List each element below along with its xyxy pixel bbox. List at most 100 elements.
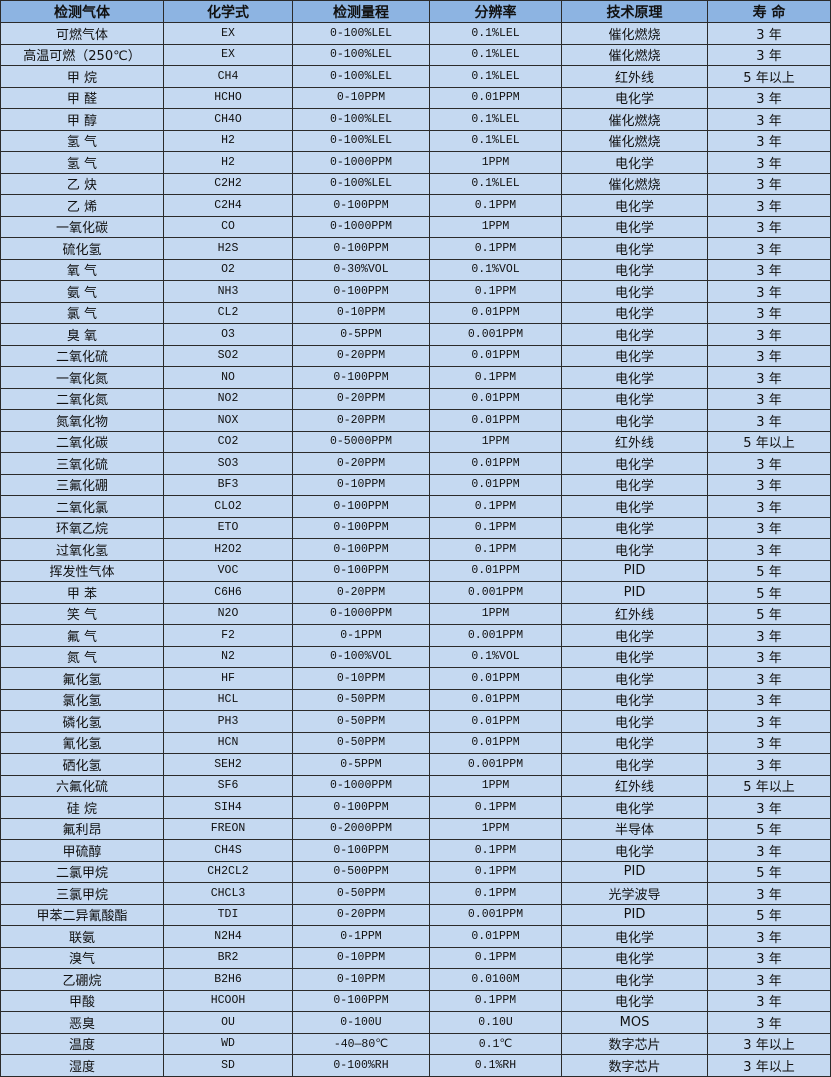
cell-formula: SIH4 [163,796,293,819]
cell-range: 0-100PPM [292,559,430,582]
table-row: 一氧化碳 CO 0-1000PPM 1PPM 电化学 3 年 [0,215,831,238]
cell-principle: 电化学 [561,989,708,1012]
cell-resolution: 0.1PPM [429,280,562,303]
cell-principle: 电化学 [561,925,708,948]
table-row: 过氧化氢 H2O2 0-100PPM 0.1PPM 电化学 3 年 [0,538,831,561]
cell-resolution: 0.1PPM [429,237,562,260]
cell-formula: H2 [163,151,293,174]
cell-formula: HCN [163,731,293,754]
table-row: 氨 气 NH3 0-100PPM 0.1PPM 电化学 3 年 [0,280,831,303]
cell-lifetime: 3 年 [707,344,831,367]
cell-range: 0-100PPM [292,366,430,389]
cell-gas: 恶臭 [0,1011,164,1034]
cell-gas: 联氨 [0,925,164,948]
cell-resolution: 0.1%RH [429,1054,562,1077]
cell-range: 0-10PPM [292,946,430,969]
cell-lifetime: 5 年 [707,602,831,625]
cell-range: 0-100PPM [292,194,430,217]
header-lifetime: 寿 命 [707,0,831,23]
cell-principle: PID [561,860,708,883]
cell-principle: 电化学 [561,516,708,539]
cell-gas: 乙 烯 [0,194,164,217]
cell-formula: PH3 [163,710,293,733]
cell-resolution: 0.01PPM [429,925,562,948]
cell-formula: SD [163,1054,293,1077]
cell-lifetime: 3 年 [707,86,831,109]
cell-range: 0-100PPM [292,237,430,260]
cell-lifetime: 3 年 [707,925,831,948]
table-row: 温度 WD -40—80℃ 0.1℃ 数字芯片 3 年以上 [0,1032,831,1055]
cell-principle: 电化学 [561,215,708,238]
cell-gas: 三氟化硼 [0,473,164,496]
cell-resolution: 0.1%LEL [429,65,562,88]
cell-gas: 三氯甲烷 [0,882,164,905]
cell-range: 0-10PPM [292,968,430,991]
cell-range: 0-50PPM [292,731,430,754]
cell-resolution: 1PPM [429,151,562,174]
cell-principle: 电化学 [561,731,708,754]
cell-gas: 磷化氢 [0,710,164,733]
cell-gas: 三氧化硫 [0,452,164,475]
cell-range: 0-20PPM [292,409,430,432]
cell-lifetime: 3 年 [707,968,831,991]
cell-principle: 电化学 [561,194,708,217]
cell-formula: N2O [163,602,293,625]
cell-resolution: 0.10U [429,1011,562,1034]
table-row: 氰化氢 HCN 0-50PPM 0.01PPM 电化学 3 年 [0,731,831,754]
header-gas: 检测气体 [0,0,164,23]
cell-lifetime: 3 年 [707,645,831,668]
cell-range: 0-50PPM [292,882,430,905]
cell-lifetime: 3 年 [707,624,831,647]
cell-principle: 电化学 [561,667,708,690]
cell-resolution: 0.1PPM [429,194,562,217]
table-row: 磷化氢 PH3 0-50PPM 0.01PPM 电化学 3 年 [0,710,831,733]
cell-formula: N2 [163,645,293,668]
cell-range: 0-100%VOL [292,645,430,668]
cell-lifetime: 5 年 [707,860,831,883]
cell-gas: 甲硫醇 [0,839,164,862]
cell-range: 0-100PPM [292,989,430,1012]
cell-resolution: 0.1%LEL [429,129,562,152]
table-row: 可燃气体 EX 0-100%LEL 0.1%LEL 催化燃烧 3 年 [0,22,831,45]
cell-principle: 电化学 [561,258,708,281]
cell-lifetime: 3 年以上 [707,1054,831,1077]
table-row: 氯 气 CL2 0-10PPM 0.01PPM 电化学 3 年 [0,301,831,324]
cell-formula: ETO [163,516,293,539]
cell-lifetime: 3 年 [707,258,831,281]
header-principle: 技术原理 [561,0,708,23]
cell-lifetime: 5 年 [707,559,831,582]
cell-principle: 电化学 [561,151,708,174]
table-row: 乙硼烷 B2H6 0-10PPM 0.0100M 电化学 3 年 [0,968,831,991]
cell-resolution: 0.01PPM [429,409,562,432]
cell-resolution: 0.01PPM [429,387,562,410]
cell-principle: 数字芯片 [561,1032,708,1055]
cell-gas: 氮氧化物 [0,409,164,432]
cell-lifetime: 3 年 [707,237,831,260]
cell-gas: 氨 气 [0,280,164,303]
cell-resolution: 0.0100M [429,968,562,991]
cell-formula: H2O2 [163,538,293,561]
cell-gas: 氢 气 [0,129,164,152]
cell-resolution: 0.1PPM [429,882,562,905]
cell-gas: 一氧化氮 [0,366,164,389]
table-row: 硫化氢 H2S 0-100PPM 0.1PPM 电化学 3 年 [0,237,831,260]
cell-gas: 甲苯二异氰酸酯 [0,903,164,926]
cell-gas: 二氧化硫 [0,344,164,367]
cell-principle: 电化学 [561,968,708,991]
cell-gas: 高温可燃（250℃） [0,43,164,66]
table-row: 硅 烷 SIH4 0-100PPM 0.1PPM 电化学 3 年 [0,796,831,819]
cell-formula: NO2 [163,387,293,410]
cell-gas: 氟 气 [0,624,164,647]
header-resolution: 分辨率 [429,0,562,23]
cell-lifetime: 5 年以上 [707,65,831,88]
cell-principle: PID [561,559,708,582]
cell-principle: 电化学 [561,473,708,496]
cell-resolution: 1PPM [429,602,562,625]
cell-range: 0-100U [292,1011,430,1034]
cell-lifetime: 3 年 [707,387,831,410]
cell-gas: 一氧化碳 [0,215,164,238]
cell-lifetime: 3 年 [707,22,831,45]
cell-resolution: 0.001PPM [429,903,562,926]
cell-lifetime: 3 年 [707,839,831,862]
cell-range: 0-100PPM [292,538,430,561]
